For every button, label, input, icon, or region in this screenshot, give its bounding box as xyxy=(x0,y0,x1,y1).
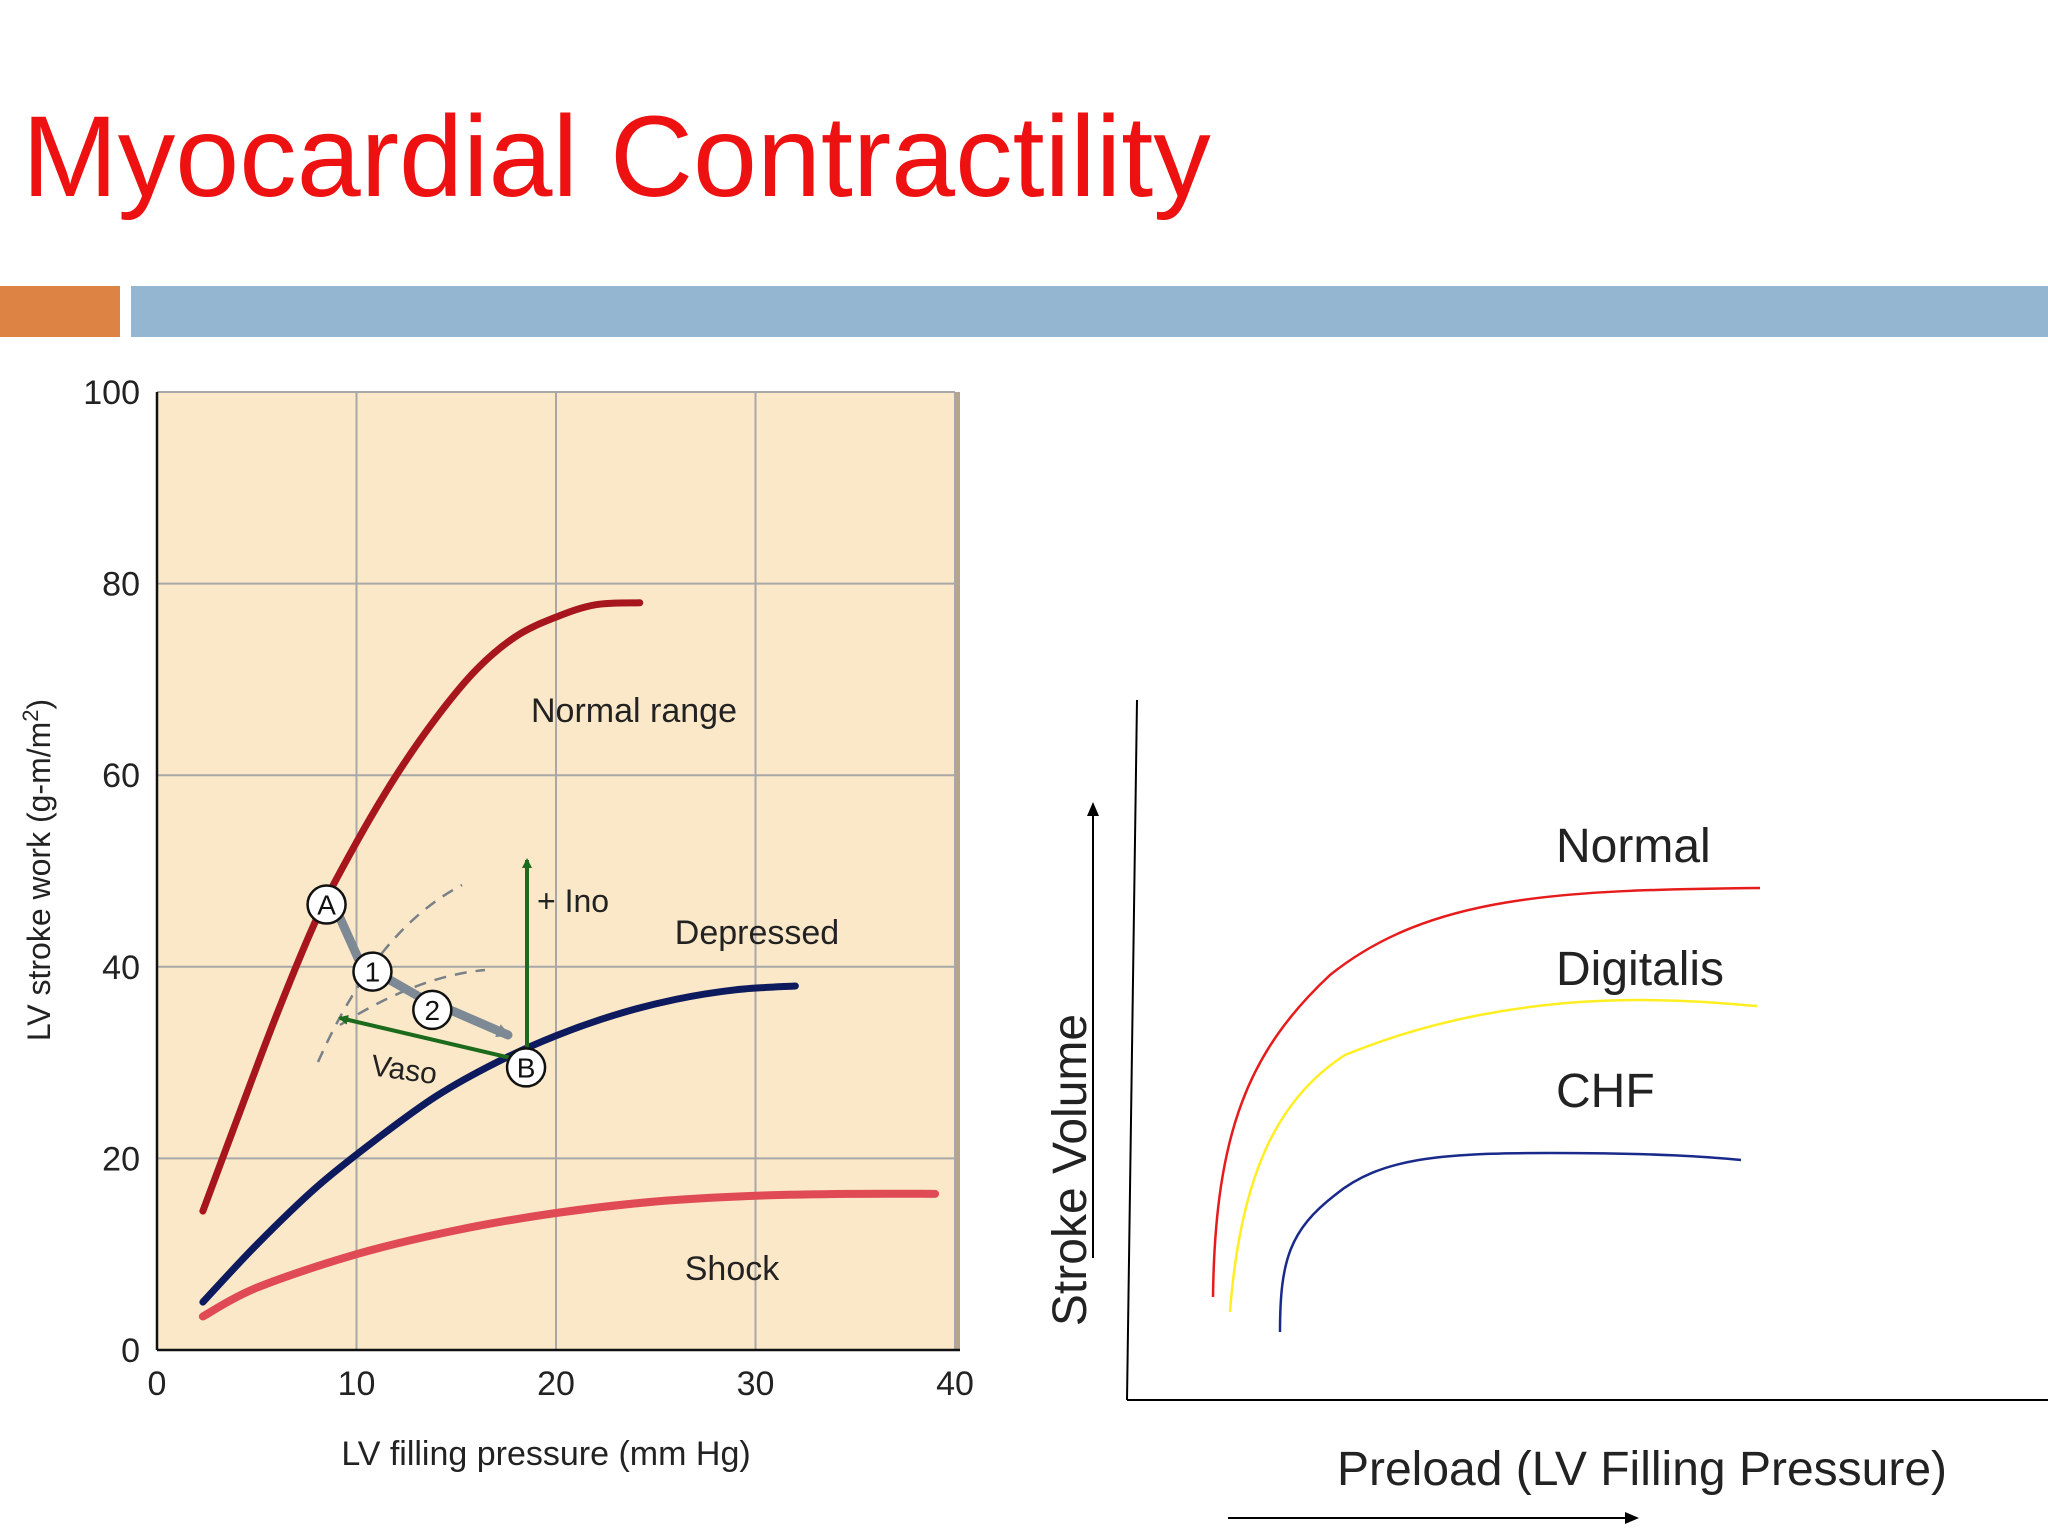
step-marker-2-circle xyxy=(412,989,453,1031)
slide-title: Myocardial Contractility xyxy=(22,93,1211,221)
point-markers: A B 1 2 xyxy=(306,884,547,1088)
x-axis-label: LV filling pressure (mm Hg) xyxy=(341,1435,750,1473)
series-label-normal-range: Normal range xyxy=(531,692,737,730)
y-axis-label: Stroke Volume xyxy=(1044,1014,1097,1326)
step-marker-2-label: 2 xyxy=(425,995,441,1026)
therapy-path xyxy=(335,913,513,1040)
x-tick-label: 30 xyxy=(737,1365,775,1403)
x-tick-label: 10 xyxy=(338,1365,376,1403)
y-tick-label: 80 xyxy=(102,566,140,604)
curve-normal xyxy=(1211,886,1761,1298)
y-tick-label: 100 xyxy=(83,374,140,412)
y-tick-label: 20 xyxy=(102,1140,140,1178)
y-tick-label: 40 xyxy=(102,949,140,987)
y-axis-label: LV stroke work (g-m/m2) xyxy=(18,699,57,1041)
y-axis-label-superscript: 2 xyxy=(18,709,43,721)
grid-lines xyxy=(157,391,956,1350)
right-chart: Normal Digitalis CHF Preload (LV Filling… xyxy=(1044,699,2048,1524)
y-axis xyxy=(1126,699,1138,1401)
point-marker-b-label: B xyxy=(517,1052,536,1083)
series-label-shock: Shock xyxy=(685,1250,780,1288)
curve-label-chf: CHF xyxy=(1556,1065,1655,1118)
x-tick-label: 0 xyxy=(148,1365,167,1403)
series-label-depressed: Depressed xyxy=(675,914,839,952)
x-tick-label: 20 xyxy=(537,1365,575,1403)
y-axis-label-end: ) xyxy=(21,699,57,710)
plot-shadow xyxy=(955,392,960,1350)
curves xyxy=(198,599,940,1321)
dashed-curve-upper xyxy=(316,883,463,1063)
curve-shock xyxy=(198,1189,940,1321)
annotation-ino: + Ino xyxy=(537,883,609,919)
dashed-curve-lower xyxy=(339,968,486,1027)
curve-normal-range xyxy=(199,599,644,1215)
curve-chf xyxy=(1278,1151,1742,1333)
y-tick-label: 0 xyxy=(121,1332,140,1370)
curve-label-normal: Normal xyxy=(1556,820,1711,873)
y-tick-label: 60 xyxy=(102,757,140,795)
curve-label-digitalis: Digitalis xyxy=(1556,943,1724,996)
x-tick-label: 40 xyxy=(936,1365,974,1403)
curve-digitalis xyxy=(1228,998,1758,1313)
vaso-arrow xyxy=(338,1014,512,1060)
point-marker-b-circle xyxy=(505,1047,547,1088)
title-divider-bar xyxy=(131,286,2048,337)
x-axis-label: Preload (LV Filling Pressure) xyxy=(1337,1443,1947,1496)
step-marker-1-circle xyxy=(352,951,393,992)
point-marker-a-circle xyxy=(306,884,347,925)
y-axis-label-main: LV stroke work (g-m/m xyxy=(21,722,57,1041)
curve-depressed xyxy=(199,982,799,1306)
point-marker-a-label: A xyxy=(317,890,336,921)
title-accent-bar xyxy=(0,286,120,337)
tick-labels: 0 10 20 30 40 0 20 40 60 80 100 xyxy=(83,374,974,1403)
step-marker-1-label: 1 xyxy=(365,957,381,988)
